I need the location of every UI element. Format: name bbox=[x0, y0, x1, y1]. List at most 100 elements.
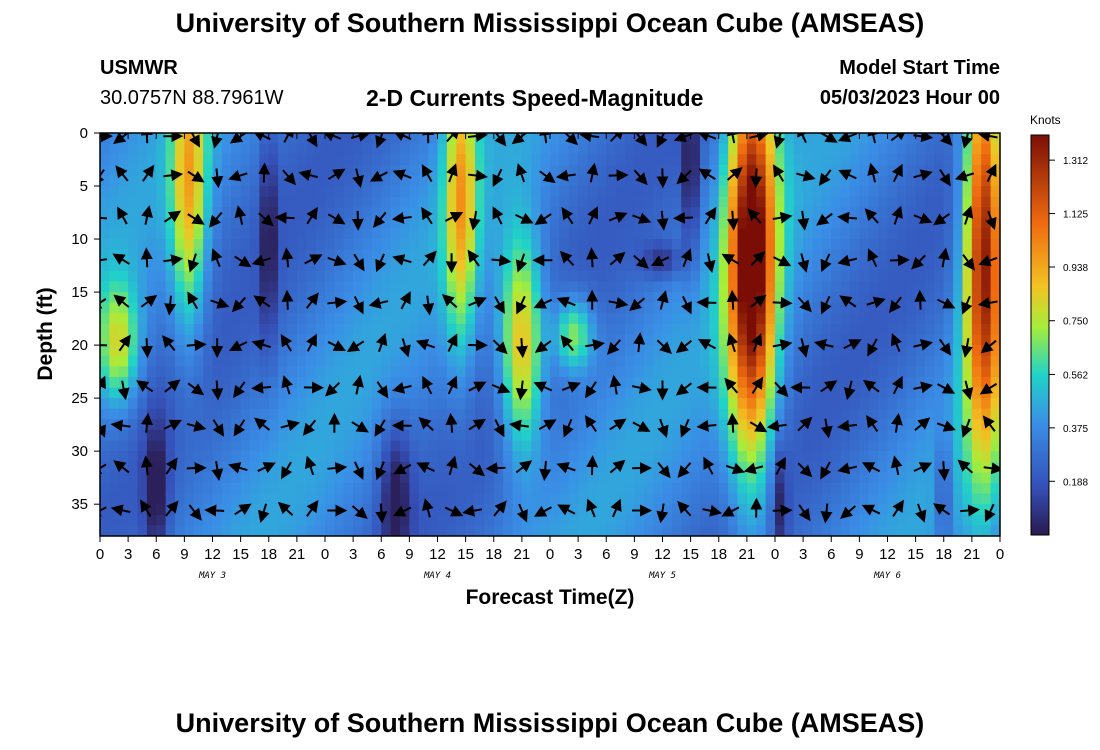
heat-cell bbox=[587, 429, 598, 442]
heat-cell bbox=[118, 514, 129, 526]
heat-cell bbox=[596, 133, 607, 145]
heat-cell bbox=[221, 387, 232, 399]
heat-cell bbox=[906, 376, 917, 389]
heat-cell bbox=[559, 154, 570, 166]
heat-cell bbox=[615, 440, 626, 452]
heat-cell bbox=[821, 207, 832, 219]
heat-cell bbox=[803, 451, 814, 463]
heat-cell bbox=[906, 313, 917, 325]
heat-cell bbox=[118, 186, 129, 198]
current-arrow bbox=[516, 503, 528, 523]
heat-cell bbox=[981, 408, 992, 420]
heat-cell bbox=[953, 451, 964, 463]
heat-cell bbox=[343, 451, 354, 463]
colorbar-tick-label: 0.562 bbox=[1063, 370, 1088, 381]
heat-cell bbox=[746, 345, 757, 357]
heat-cell bbox=[465, 143, 476, 155]
heat-cell bbox=[859, 175, 870, 187]
heat-cell bbox=[775, 398, 785, 410]
heat-cell bbox=[550, 175, 560, 187]
heat-cell bbox=[859, 493, 870, 505]
heat-cell bbox=[812, 355, 823, 367]
heat-cell bbox=[118, 376, 129, 389]
heat-cell bbox=[146, 461, 157, 473]
heat-cell bbox=[156, 514, 167, 526]
heat-cell bbox=[859, 292, 870, 304]
current-arrow bbox=[281, 289, 294, 310]
heat-cell bbox=[775, 355, 785, 367]
heat-cell bbox=[362, 355, 373, 367]
heat-cell bbox=[109, 133, 120, 145]
heat-cell bbox=[915, 175, 926, 187]
heat-cell bbox=[409, 419, 420, 431]
heat-cell bbox=[596, 270, 607, 283]
heat-cell bbox=[812, 387, 823, 399]
heat-cell bbox=[465, 313, 476, 325]
heat-cell bbox=[625, 482, 635, 495]
heat-cell bbox=[240, 440, 251, 452]
heat-cell bbox=[315, 207, 326, 219]
current-arrow bbox=[843, 339, 862, 351]
heat-cell bbox=[831, 260, 842, 272]
heat-cell bbox=[287, 429, 298, 442]
heat-cell bbox=[353, 154, 364, 166]
heat-cell bbox=[362, 292, 373, 304]
heat-cell bbox=[784, 440, 795, 452]
heat-cell bbox=[775, 143, 785, 155]
heat-cell bbox=[756, 451, 767, 463]
heat-cell bbox=[512, 281, 523, 293]
heat-cell bbox=[718, 292, 729, 304]
heat-cell bbox=[315, 228, 326, 240]
heat-cell bbox=[109, 323, 120, 336]
heat-cell bbox=[887, 398, 898, 410]
current-arrow bbox=[820, 253, 832, 273]
current-arrow bbox=[305, 292, 319, 309]
heat-cell bbox=[634, 228, 645, 240]
heat-cell bbox=[203, 217, 214, 230]
heat-cell bbox=[193, 493, 204, 505]
heat-cell bbox=[193, 429, 204, 442]
heat-cell bbox=[793, 482, 804, 495]
heat-cell bbox=[203, 133, 214, 145]
heat-cell bbox=[259, 440, 270, 452]
heat-cell bbox=[390, 196, 401, 208]
heat-cell bbox=[700, 207, 710, 219]
heat-cell bbox=[268, 429, 279, 442]
heat-cell bbox=[231, 292, 242, 304]
heat-cell bbox=[671, 228, 682, 240]
heat-cell bbox=[484, 366, 495, 378]
heat-cell bbox=[512, 472, 523, 484]
heat-cell bbox=[821, 355, 832, 367]
heat-cell bbox=[737, 376, 748, 389]
heat-cell bbox=[484, 482, 495, 495]
heat-cell bbox=[943, 334, 954, 346]
current-arrow bbox=[416, 462, 435, 474]
heat-cell bbox=[484, 239, 495, 251]
current-arrow bbox=[820, 418, 833, 439]
heat-cell bbox=[671, 440, 682, 452]
heat-cell bbox=[765, 451, 776, 463]
heat-cell bbox=[512, 249, 523, 261]
heat-cell bbox=[400, 207, 410, 219]
heat-cell bbox=[812, 133, 823, 145]
heat-cell bbox=[793, 419, 804, 431]
current-arrow bbox=[911, 254, 926, 270]
current-arrow bbox=[891, 412, 903, 433]
heat-cell bbox=[446, 196, 457, 208]
heat-cell bbox=[231, 281, 242, 293]
heat-cell bbox=[446, 186, 457, 198]
heat-cell bbox=[250, 175, 260, 187]
heat-cell bbox=[550, 154, 560, 166]
heat-cell bbox=[850, 504, 860, 516]
heat-cell bbox=[353, 366, 364, 378]
current-arrow bbox=[467, 169, 488, 182]
heat-cell bbox=[784, 313, 795, 325]
heat-cell bbox=[381, 514, 392, 526]
heat-cell bbox=[765, 493, 776, 505]
heat-cell bbox=[756, 207, 767, 219]
heat-cell bbox=[390, 493, 401, 505]
heat-cell bbox=[943, 419, 954, 431]
current-arrow bbox=[422, 497, 434, 518]
current-arrow bbox=[115, 165, 129, 182]
current-arrow bbox=[165, 500, 179, 517]
